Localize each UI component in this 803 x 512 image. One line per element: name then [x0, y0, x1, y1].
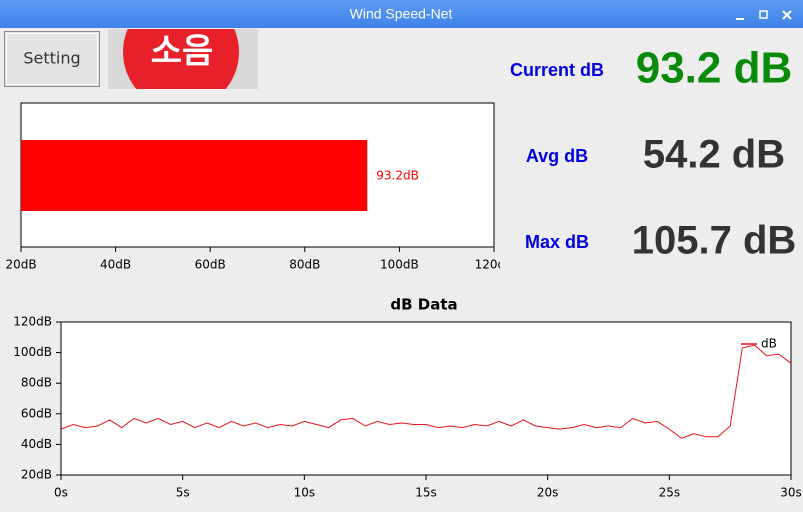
close[interactable]: [782, 10, 792, 20]
maximize[interactable]: [759, 10, 768, 19]
x-tick-label: 30s: [780, 486, 802, 500]
y-tick-label: 40dB: [21, 437, 52, 451]
x-tick-label: 80dB: [289, 258, 320, 272]
x-tick-label: 40dB: [100, 258, 131, 272]
button-bevel: [6, 33, 98, 85]
x-tick-label: 60dB: [195, 258, 226, 272]
button-frame[interactable]: [4, 31, 100, 87]
y-tick-label: 20dB: [21, 468, 52, 482]
badge-text: 소음: [151, 32, 214, 72]
setting-button[interactable]: Setting: [4, 31, 100, 87]
x-tick-label: 100dB: [380, 258, 419, 272]
y-tick-label: 120dB: [13, 315, 52, 329]
y-tick-label: 80dB: [21, 376, 52, 390]
window-controls[interactable]: [736, 10, 792, 20]
plot-area: [60, 321, 792, 476]
bar-chart: 20dB 40dB 60dB 80dB 100dB 120dB 93.2dB: [5, 102, 514, 272]
button-label[interactable]: Setting: [23, 49, 80, 68]
value-label: 93.2dB: [376, 169, 419, 183]
x-tick-label: 20s: [537, 486, 559, 500]
x-tick-label: 20dB: [5, 258, 36, 272]
reading-value: 93.2 dB: [636, 44, 793, 93]
line-chart: dB Data 20dB 40dB 60dB 80dB 100dB 120dB 0s 5s 10s…: [13, 296, 802, 500]
x-tick-label: 0s: [54, 486, 68, 500]
x-tick-label: 15s: [415, 486, 437, 500]
badge-circle: [123, 29, 239, 89]
reading-value: 54.2 dB: [643, 133, 785, 177]
x-tick-label: 25s: [659, 486, 681, 500]
charts: 20dB 40dB 60dB 80dB 100dB 120dB 93.2dB dB Data 2…: [5, 102, 802, 500]
title-bar: [0, 0, 803, 28]
data-line: [60, 344, 792, 439]
legend-label: dB: [761, 337, 777, 351]
x-tick-label: 10s: [294, 486, 316, 500]
reading-label: Max dB: [525, 232, 589, 252]
chart-title: dB Data: [390, 296, 457, 314]
y-tick-label: 100dB: [13, 345, 52, 359]
reading-label: Avg dB: [526, 146, 588, 166]
reading-label: Current dB: [510, 60, 604, 80]
x-tick-label: 120dB: [475, 258, 514, 272]
window-title: Wind Speed-Net: [350, 6, 453, 22]
x-tick-label: 5s: [176, 486, 190, 500]
bar: [21, 140, 368, 211]
reading-value: 105.7 dB: [632, 219, 797, 263]
noise-badge: 소음: [108, 29, 258, 89]
y-tick-label: 60dB: [21, 406, 52, 420]
